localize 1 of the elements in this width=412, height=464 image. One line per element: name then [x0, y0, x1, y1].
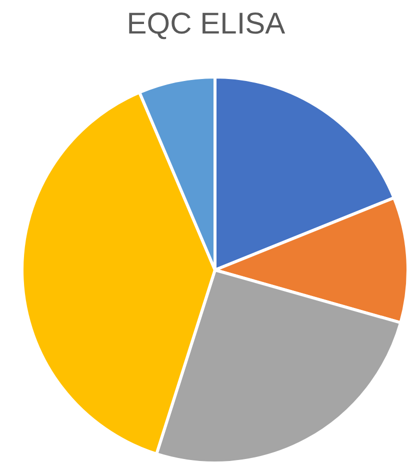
chart-title: EQC ELISA — [126, 8, 286, 40]
